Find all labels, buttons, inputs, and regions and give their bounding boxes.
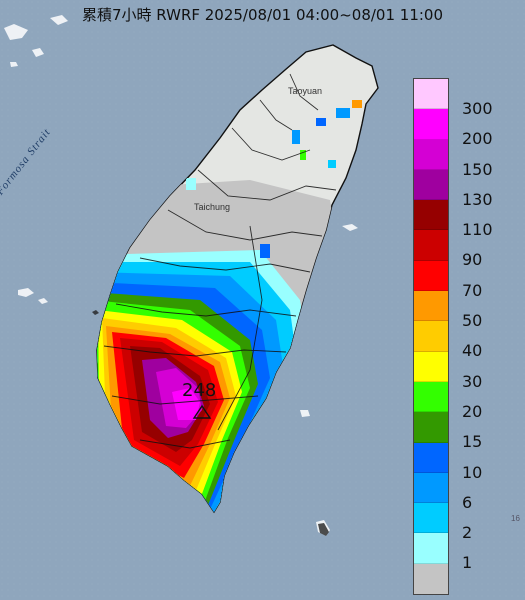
city-label-taoyuan: Taoyuan: [288, 86, 323, 96]
legend-labels: 300 200 150 130 110 90 70 50 40 30 20 15 10 6 2 1: [462, 94, 522, 579]
legend-swatch: [414, 260, 448, 292]
max-value-label: 248: [182, 380, 217, 401]
legend-swatch: [414, 533, 448, 564]
max-triangle-marker: [192, 404, 212, 419]
legend-swatch: [414, 442, 448, 473]
legend-swatch: [414, 109, 448, 140]
county-boundaries: [103, 73, 337, 449]
legend-swatch: [414, 139, 448, 170]
legend-label: 90: [462, 250, 483, 270]
legend-swatch: [414, 351, 448, 382]
legend-label: 1: [462, 553, 473, 573]
legend-label: 300: [462, 99, 493, 118]
legend-swatch: [414, 200, 448, 231]
legend-label: 150: [462, 159, 493, 179]
city-label-taichung: Taichung: [194, 202, 231, 212]
legend-label: 130: [462, 189, 493, 209]
legend-label: 30: [462, 371, 483, 391]
legend-label: 110: [462, 220, 493, 240]
legend-swatch: [414, 472, 448, 504]
legend-swatch: [414, 412, 448, 443]
legend-swatch: [414, 321, 448, 352]
legend-label: 200: [462, 129, 493, 149]
color-legend: [413, 78, 449, 596]
legend-label: 70: [462, 280, 483, 300]
legend-swatch: [414, 79, 448, 110]
legend-swatch: [414, 291, 448, 322]
legend-swatch: [414, 230, 448, 261]
legend-swatch: [414, 503, 448, 534]
legend-swatch: [414, 169, 448, 201]
islands-dark: [92, 310, 329, 536]
legend-swatch: [414, 381, 448, 413]
legend-swatch: [414, 563, 448, 595]
islands: [4, 15, 358, 536]
map-title: 累積7小時 RWRF 2025/08/01 04:00~08/01 11:00: [81, 6, 444, 24]
legend-label: 50: [462, 311, 483, 331]
legend-label: 2: [462, 523, 473, 543]
legend-label: 40: [462, 341, 483, 361]
legend-label: 6: [462, 492, 473, 512]
legend-label: 20: [462, 401, 483, 421]
legend-label: 15: [462, 432, 483, 452]
edge-text: 16: [511, 514, 520, 523]
legend-label: 10: [462, 462, 483, 482]
